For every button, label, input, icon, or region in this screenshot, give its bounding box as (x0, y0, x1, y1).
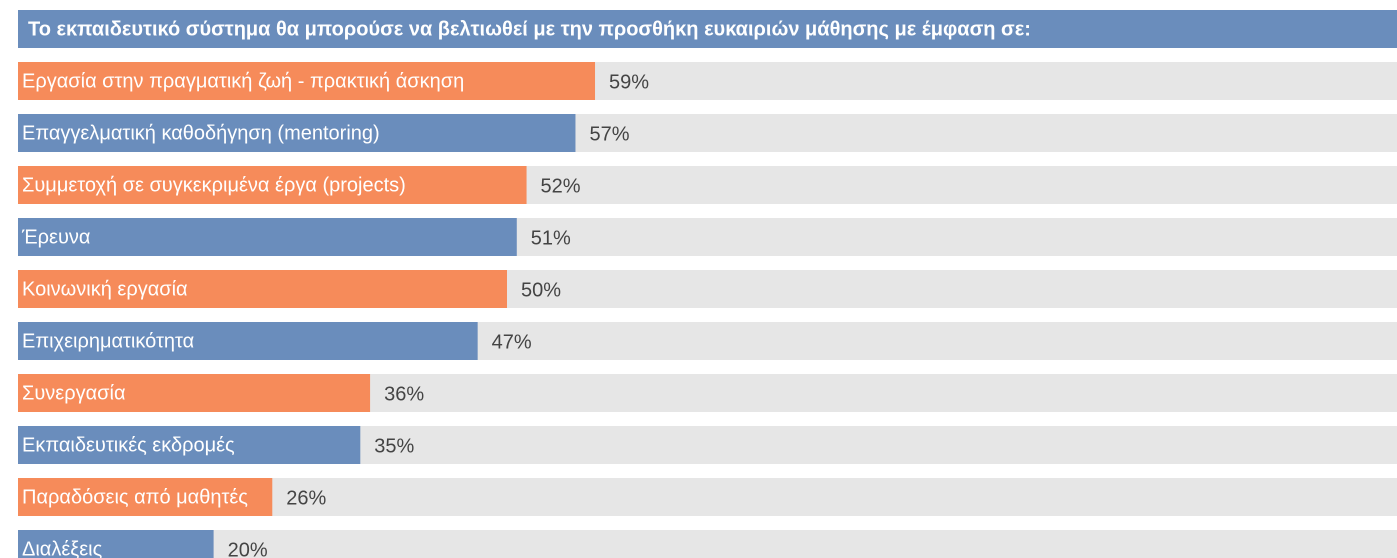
bar (18, 218, 517, 256)
bar (18, 322, 478, 360)
value-label: 57% (589, 123, 629, 145)
value-label: 51% (531, 227, 571, 249)
title-bar (18, 10, 1397, 48)
value-label: 59% (609, 71, 649, 93)
bar (18, 270, 507, 308)
category-label: Συνεργασία (22, 382, 126, 404)
bar (18, 426, 361, 464)
value-label: 35% (374, 435, 414, 457)
category-label: Συμμετοχή σε συγκεκριμένα έργα (projects… (22, 174, 406, 196)
category-label: Επιχειρηματικότητα (22, 330, 194, 352)
bar (18, 374, 371, 412)
bar-track (18, 530, 1397, 558)
category-label: Κοινωνική εργασία (22, 278, 188, 300)
category-label: Εργασία στην πραγματική ζωή - πρακτική ά… (22, 70, 464, 92)
value-label: 36% (384, 383, 424, 405)
bar (18, 166, 527, 204)
bar (18, 62, 596, 100)
bar (18, 478, 273, 516)
bar (18, 530, 214, 558)
value-label: 26% (286, 487, 326, 509)
category-label: Εκπαιδευτικές εκδρομές (22, 434, 235, 456)
value-label: 50% (521, 279, 561, 301)
value-label: 20% (228, 539, 268, 558)
category-label: Έρευνα (21, 226, 90, 248)
value-label: 52% (541, 175, 581, 197)
chart-title: Το εκπαιδευτικό σύστημα θα μπορούσε να β… (28, 18, 1031, 40)
category-label: Επαγγελματική καθοδήγηση (mentoring) (22, 122, 380, 144)
category-label: Διαλέξεις (22, 538, 103, 558)
bar (18, 114, 576, 152)
category-label: Παραδόσεις από μαθητές (22, 486, 248, 508)
value-label: 47% (492, 331, 532, 353)
